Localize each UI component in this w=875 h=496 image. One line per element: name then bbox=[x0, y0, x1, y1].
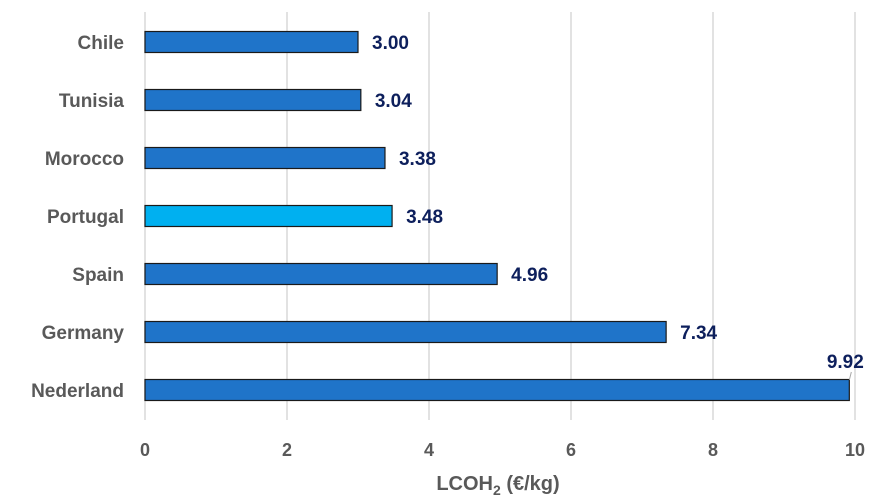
value-label-spain: 4.96 bbox=[511, 265, 548, 286]
value-label-portugal: 3.48 bbox=[406, 207, 443, 228]
category-labels: Chile Tunisia Morocco Portugal Spain Germany N… bbox=[31, 33, 124, 402]
bars bbox=[144, 30, 850, 402]
value-label-morocco: 3.38 bbox=[399, 149, 436, 170]
x-tick-label-8: 8 bbox=[708, 440, 718, 460]
leader-line-nederland bbox=[848, 371, 852, 381]
x-axis-title: LCOH2 (€/kg) bbox=[436, 473, 559, 496]
value-label-nederland: 9.92 bbox=[827, 352, 864, 373]
category-label-portugal: Portugal bbox=[47, 207, 124, 228]
bar-spain bbox=[144, 262, 498, 286]
category-label-spain: Spain bbox=[72, 265, 124, 286]
value-label-chile: 3.00 bbox=[372, 33, 409, 54]
value-labels: 3.00 3.04 3.38 3.48 4.96 7.34 9.92 bbox=[372, 33, 864, 381]
x-tick-label-6: 6 bbox=[566, 440, 576, 460]
x-tick-label-4: 4 bbox=[424, 440, 434, 460]
bar-tunisia bbox=[144, 88, 362, 112]
bar-portugal bbox=[144, 204, 393, 228]
x-tick-label-10: 10 bbox=[845, 440, 865, 460]
category-label-morocco: Morocco bbox=[45, 149, 124, 170]
x-tick-label-2: 2 bbox=[282, 440, 292, 460]
category-label-nederland: Nederland bbox=[31, 381, 124, 402]
category-label-chile: Chile bbox=[78, 33, 124, 54]
value-label-germany: 7.34 bbox=[680, 323, 717, 344]
category-label-germany: Germany bbox=[42, 323, 125, 344]
x-tick-label-0: 0 bbox=[140, 440, 150, 460]
bar-chile bbox=[144, 30, 359, 54]
category-label-tunisia: Tunisia bbox=[59, 91, 125, 112]
x-tick-labels: 0 2 4 6 8 10 bbox=[140, 440, 865, 460]
gridlines bbox=[144, 12, 856, 420]
value-label-tunisia: 3.04 bbox=[375, 91, 412, 112]
bar-germany bbox=[144, 320, 667, 344]
bar-morocco bbox=[144, 146, 386, 170]
bar-nederland bbox=[144, 378, 850, 402]
